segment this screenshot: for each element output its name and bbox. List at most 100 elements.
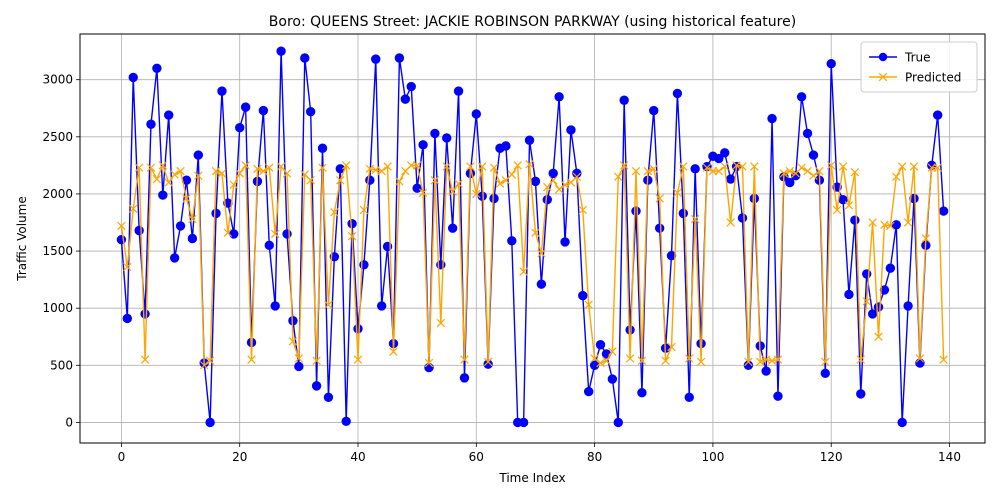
data-point <box>448 187 457 196</box>
data-point <box>649 164 658 174</box>
data-point <box>418 140 428 150</box>
data-point <box>602 356 611 365</box>
y-tick-label: 500 <box>50 358 73 372</box>
data-point <box>394 53 405 63</box>
legend-label: Predicted <box>905 71 961 85</box>
data-point <box>613 417 623 428</box>
data-point <box>631 166 641 176</box>
data-point <box>229 180 239 190</box>
legend-entry-predicted: Predicted <box>869 71 961 85</box>
data-point <box>164 110 174 120</box>
data-point <box>590 354 599 363</box>
data-point <box>678 208 689 219</box>
data-point <box>223 228 233 238</box>
data-point <box>376 301 387 311</box>
data-point <box>767 113 777 124</box>
data-point <box>477 162 487 171</box>
data-point <box>282 229 292 239</box>
data-point <box>395 177 404 186</box>
data-point <box>241 161 250 170</box>
data-point <box>217 86 227 96</box>
data-point <box>578 290 588 301</box>
data-point <box>886 221 895 231</box>
data-point <box>560 180 570 190</box>
data-point <box>915 358 925 368</box>
data-point <box>702 163 712 172</box>
data-point <box>826 59 836 69</box>
data-point <box>938 206 949 216</box>
data-point <box>412 183 422 193</box>
data-point <box>424 358 434 368</box>
data-point <box>146 163 156 172</box>
data-point <box>507 170 517 179</box>
data-point <box>838 162 848 171</box>
data-point <box>803 166 812 176</box>
x-tick-label: 140 <box>938 450 961 464</box>
data-point <box>430 128 440 139</box>
data-point <box>253 164 262 174</box>
data-point <box>158 161 168 170</box>
data-point <box>188 214 197 224</box>
data-point <box>744 357 753 367</box>
data-point <box>867 309 878 319</box>
data-point <box>169 253 180 263</box>
data-point <box>720 162 729 171</box>
y-tick-label: 2500 <box>42 130 73 144</box>
data-point <box>176 166 185 176</box>
data-point <box>673 188 682 198</box>
legend-marker <box>878 72 888 82</box>
data-point <box>826 161 836 170</box>
data-point <box>164 178 173 187</box>
legend: True Predicted <box>860 41 978 93</box>
data-point <box>554 185 564 194</box>
x-axis-label: Time Index <box>498 471 565 485</box>
data-point <box>608 347 617 356</box>
data-point <box>572 172 582 182</box>
x-tick-label: 40 <box>350 450 365 464</box>
series-predicted <box>117 160 948 370</box>
data-point <box>400 94 411 104</box>
data-point <box>791 170 801 181</box>
data-point <box>123 262 132 272</box>
data-point <box>347 231 357 241</box>
data-point <box>885 263 896 273</box>
data-point <box>454 179 463 188</box>
data-point <box>122 313 133 324</box>
data-point <box>336 176 345 185</box>
data-point <box>247 355 256 364</box>
data-point <box>696 357 706 367</box>
data-point <box>341 161 351 170</box>
data-point <box>483 357 493 367</box>
data-point <box>341 416 351 426</box>
data-point <box>442 162 451 171</box>
data-point <box>501 141 511 151</box>
data-point <box>921 234 931 243</box>
data-point <box>211 166 221 176</box>
data-point <box>542 194 552 205</box>
data-point <box>725 174 736 184</box>
data-point <box>779 169 789 178</box>
data-point <box>466 162 475 171</box>
data-point <box>832 205 842 215</box>
data-point <box>796 92 807 102</box>
x-tick-label: 0 <box>118 450 126 464</box>
data-point <box>282 169 292 178</box>
data-point <box>909 193 919 204</box>
data-point <box>140 309 150 319</box>
data-point <box>187 233 198 244</box>
data-point <box>844 289 854 300</box>
data-point <box>868 218 877 227</box>
data-point <box>294 361 304 372</box>
data-point <box>193 150 204 160</box>
data-point <box>240 102 251 112</box>
data-point <box>442 133 452 143</box>
data-point <box>430 176 440 185</box>
data-point <box>773 391 783 401</box>
data-point <box>631 206 641 216</box>
data-point <box>909 162 919 171</box>
data-point <box>578 205 588 215</box>
data-point <box>140 355 150 364</box>
data-point <box>229 229 239 239</box>
